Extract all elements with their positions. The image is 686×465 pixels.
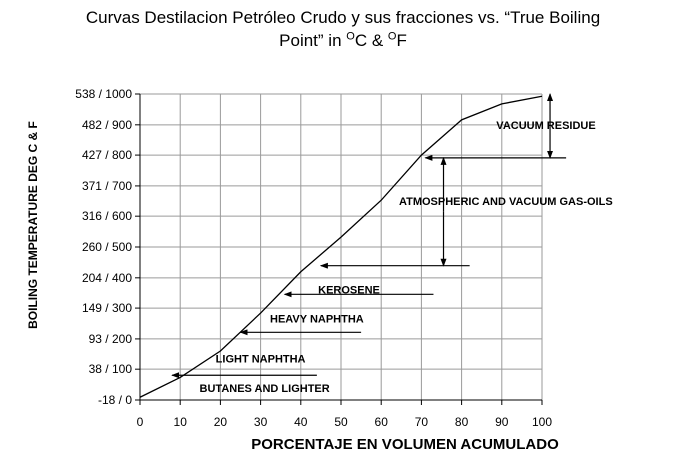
- y-tick-label: 260 / 500: [82, 240, 132, 254]
- tbp-curve: [139, 95, 543, 398]
- y-tick-label: 371 / 700: [82, 179, 132, 193]
- title-line-2: Point” in OC & OF: [279, 30, 407, 50]
- grid: [140, 93, 543, 400]
- axes: [135, 93, 543, 405]
- x-tick-label: 60: [375, 415, 389, 429]
- label-light-naphtha: LIGHT NAPHTHA: [216, 354, 306, 366]
- x-tick-label: 40: [294, 415, 308, 429]
- y-tick-label: 316 / 600: [82, 209, 132, 223]
- x-tick-label: 70: [415, 415, 429, 429]
- x-tick-label: 30: [254, 415, 268, 429]
- series: [139, 95, 543, 398]
- y-tick-labels: -18 / 0 38 / 100 93 / 200 149 / 300 204 / 40…: [75, 87, 132, 407]
- y-tick-label: 93 / 200: [89, 332, 133, 346]
- y-tick-label: 149 / 300: [82, 301, 132, 315]
- x-tick-label: 0: [137, 415, 144, 429]
- title-line-1: Curvas Destilacion Petróleo Crudo y sus …: [85, 8, 601, 27]
- label-heavy-naphtha: HEAVY NAPHTHA: [270, 314, 364, 326]
- y-tick-label: 204 / 400: [82, 271, 132, 285]
- title-line-2-mid: C &: [354, 30, 388, 50]
- x-axis-label: PORCENTAJE EN VOLUMEN ACUMULADO: [251, 436, 559, 453]
- x-tick-label: 50: [334, 415, 348, 429]
- x-tick-label: 90: [495, 415, 509, 429]
- x-tick-label: 10: [174, 415, 188, 429]
- title-degree-1: O: [346, 30, 355, 42]
- x-tick-label: 20: [214, 415, 228, 429]
- y-tick-label: 482 / 900: [82, 118, 132, 132]
- label-butanes-and-lighter: BUTANES AND LIGHTER: [200, 383, 330, 395]
- y-tick-label: 38 / 100: [89, 362, 133, 376]
- y-tick-label: 538 / 1000: [75, 87, 132, 101]
- title-line-2-text: Point” in: [279, 30, 347, 50]
- y-axis-label: BOILING TEMPERATURE DEG C & F: [26, 121, 40, 329]
- label-atmospheric-and-vacuum-gas-oils: ATMOSPHERIC AND VACUUM GAS-OILS: [399, 196, 613, 208]
- y-tick-label: 427 / 800: [82, 148, 132, 162]
- chart-title: Curvas Destilacion Petróleo Crudo y sus …: [0, 8, 686, 50]
- x-tick-label: 100: [532, 415, 552, 429]
- annotations: BUTANES AND LIGHTER LIGHT NAPHTHA HEAVY NA…: [171, 93, 613, 395]
- title-line-2-end: F: [396, 30, 407, 50]
- title-degree-2: O: [387, 30, 397, 42]
- x-tick-label: 80: [455, 415, 469, 429]
- x-tick-labels: 0 10 20 30 40 50 60 70 80 90 100: [137, 415, 553, 429]
- y-tick-label: -18 / 0: [98, 393, 132, 407]
- label-kerosene: KEROSENE: [318, 284, 380, 296]
- label-vacuum-residue: VACUUM RESIDUE: [496, 120, 595, 132]
